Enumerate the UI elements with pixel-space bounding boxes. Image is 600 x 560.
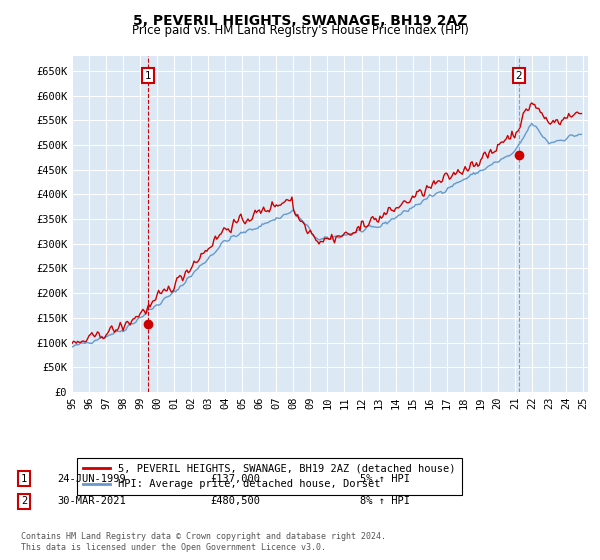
Text: 2: 2 bbox=[516, 71, 523, 81]
Text: £137,000: £137,000 bbox=[210, 474, 260, 484]
Text: 5, PEVERIL HEIGHTS, SWANAGE, BH19 2AZ: 5, PEVERIL HEIGHTS, SWANAGE, BH19 2AZ bbox=[133, 14, 467, 28]
Text: 1: 1 bbox=[145, 71, 151, 81]
Text: 1: 1 bbox=[21, 474, 27, 484]
Text: 2: 2 bbox=[21, 496, 27, 506]
Text: 5% ↑ HPI: 5% ↑ HPI bbox=[360, 474, 410, 484]
Text: 24-JUN-1999: 24-JUN-1999 bbox=[57, 474, 126, 484]
Text: £480,500: £480,500 bbox=[210, 496, 260, 506]
Text: Contains HM Land Registry data © Crown copyright and database right 2024.
This d: Contains HM Land Registry data © Crown c… bbox=[21, 532, 386, 552]
Text: 30-MAR-2021: 30-MAR-2021 bbox=[57, 496, 126, 506]
Legend: 5, PEVERIL HEIGHTS, SWANAGE, BH19 2AZ (detached house), HPI: Average price, deta: 5, PEVERIL HEIGHTS, SWANAGE, BH19 2AZ (d… bbox=[77, 458, 461, 496]
Text: Price paid vs. HM Land Registry's House Price Index (HPI): Price paid vs. HM Land Registry's House … bbox=[131, 24, 469, 37]
Text: 8% ↑ HPI: 8% ↑ HPI bbox=[360, 496, 410, 506]
